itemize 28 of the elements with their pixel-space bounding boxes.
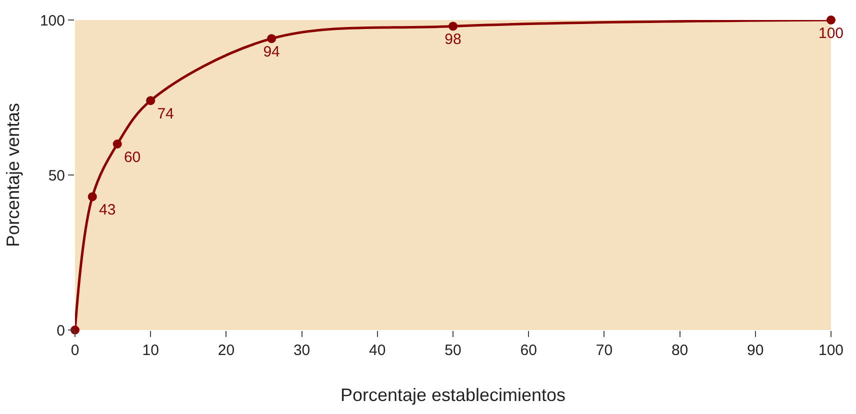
- point: [112, 140, 122, 148]
- x-tick-label: 20: [218, 342, 235, 359]
- point: [88, 192, 97, 202]
- x-tick-label: 40: [369, 342, 386, 359]
- point: [826, 16, 836, 24]
- data-label: 94: [263, 43, 280, 60]
- point: [448, 22, 458, 31]
- data-label: 43: [99, 202, 116, 219]
- y-tick-label: 100: [40, 12, 65, 30]
- x-tick-label: 80: [671, 342, 688, 359]
- point: [146, 96, 156, 106]
- data-label: 98: [444, 31, 462, 48]
- y-axis-title: Porcentaje ventas: [3, 102, 24, 248]
- x-tick-label: 30: [293, 342, 310, 359]
- y-tick-label: 50: [48, 167, 65, 184]
- x-tick-label: 90: [747, 342, 764, 359]
- x-tick-label: 10: [142, 342, 159, 359]
- y-tick-label: 0: [56, 322, 65, 340]
- x-tick-label: 100: [818, 342, 844, 359]
- x-tick-label: 60: [520, 342, 537, 359]
- x-tick-label: 0: [70, 342, 80, 359]
- x-axis-title: Porcentaje establecimientos: [340, 385, 566, 406]
- data-label: 100: [818, 24, 844, 42]
- x-tick-label: 70: [596, 342, 613, 359]
- x-tick-label: 50: [444, 342, 462, 359]
- data-label: 74: [157, 105, 174, 122]
- point: [267, 34, 276, 44]
- data-label: 60: [124, 148, 141, 166]
